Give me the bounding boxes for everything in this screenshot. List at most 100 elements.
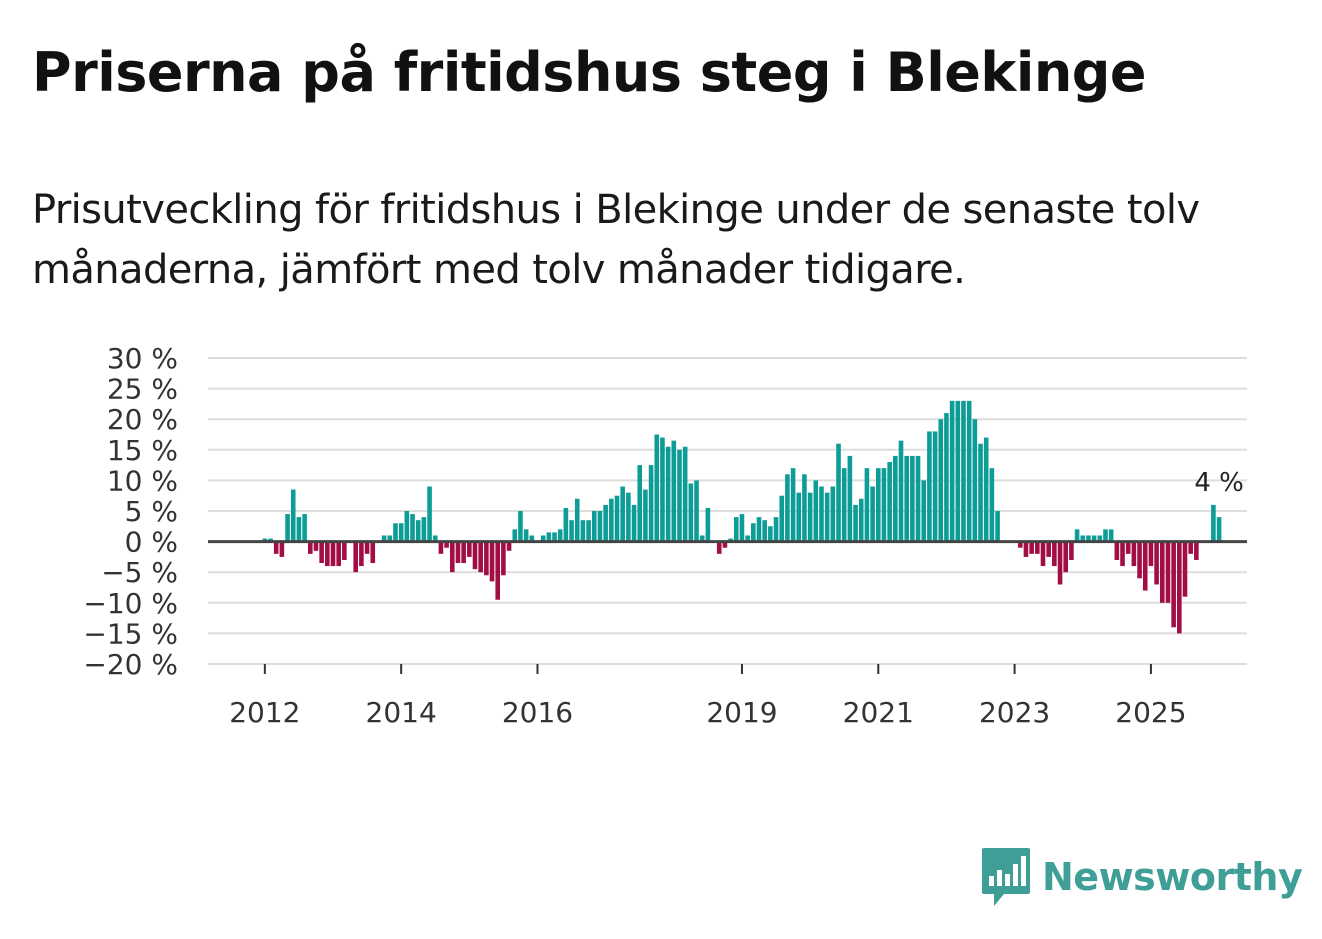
- y-tick-label: 15 %: [107, 434, 178, 467]
- bar: [410, 514, 415, 542]
- newsworthy-logo: Newsworthy: [980, 846, 1303, 908]
- bar: [336, 541, 341, 567]
- bar: [1114, 541, 1120, 560]
- bar: [944, 413, 949, 542]
- bar: [501, 541, 506, 576]
- bar: [1216, 517, 1222, 542]
- bar: [1097, 535, 1103, 542]
- bars: [262, 400, 1222, 634]
- bar: [768, 526, 773, 542]
- bar: [512, 529, 518, 542]
- bar: [671, 440, 677, 542]
- bar: [1108, 529, 1114, 542]
- bar: [540, 535, 546, 542]
- bar: [449, 541, 455, 573]
- bar: [1035, 541, 1040, 554]
- bar: [955, 400, 961, 542]
- grid-lines: [208, 357, 1247, 665]
- y-tick-label: −15 %: [83, 617, 178, 650]
- bar: [1171, 541, 1176, 628]
- bar: [1125, 541, 1131, 554]
- bar: [688, 483, 694, 542]
- bar: [1052, 541, 1057, 567]
- bar: [1074, 529, 1080, 542]
- bar: [716, 541, 722, 554]
- bar: [506, 541, 512, 551]
- bar: [983, 437, 989, 542]
- bar: [847, 455, 853, 542]
- bar: [751, 523, 756, 542]
- bar: [398, 523, 404, 542]
- bar: [620, 486, 625, 542]
- chart-title: Priserna på fritidshus steg i Blekinge: [32, 41, 1147, 104]
- bar: [972, 419, 978, 542]
- bar: [915, 455, 921, 542]
- bar: [342, 541, 347, 560]
- bar: [563, 507, 569, 542]
- bar: [756, 517, 762, 542]
- bar: [631, 504, 637, 542]
- bar: [819, 486, 824, 542]
- x-tick-label: 2014: [366, 696, 437, 729]
- y-tick-label: 0 %: [125, 526, 178, 559]
- bar: [648, 465, 654, 542]
- bar: [591, 511, 597, 542]
- bar: [478, 541, 483, 573]
- bar: [1182, 541, 1188, 597]
- bar: [330, 541, 336, 567]
- x-tick-label: 2023: [979, 696, 1050, 729]
- bar: [319, 541, 324, 564]
- bar: [546, 532, 552, 542]
- x-tick-label: 2012: [229, 696, 300, 729]
- bar: [643, 489, 648, 542]
- bar: [455, 541, 461, 564]
- bar: [626, 492, 631, 542]
- bar: [1080, 535, 1086, 542]
- bar: [1165, 541, 1171, 603]
- bar: [461, 541, 466, 564]
- bar: [279, 541, 285, 557]
- bar: [1046, 541, 1051, 557]
- bar: [813, 480, 819, 542]
- annotations: 4 %: [1194, 468, 1244, 498]
- bar: [637, 465, 643, 542]
- bar: [1069, 541, 1074, 560]
- bar: [927, 431, 932, 542]
- bar: [785, 474, 790, 542]
- bar: [495, 541, 501, 600]
- x-tick-label: 2016: [502, 696, 573, 729]
- bar: [790, 468, 796, 542]
- bar: [438, 541, 444, 554]
- bar: [830, 486, 836, 542]
- x-tick-label: 2025: [1115, 696, 1186, 729]
- bar: [762, 520, 767, 542]
- bar: [1086, 535, 1091, 542]
- bar: [1188, 541, 1193, 554]
- bar: [313, 541, 319, 551]
- bar: [807, 492, 813, 542]
- bar: [841, 468, 847, 542]
- bar: [1211, 504, 1216, 542]
- bar: [733, 517, 739, 542]
- bar: [699, 535, 705, 542]
- bar: [307, 541, 313, 554]
- bar: [290, 489, 296, 542]
- bar: [432, 535, 438, 542]
- bar: [427, 486, 432, 542]
- chart-subtitle: Prisutveckling för fritidshus i Blekinge…: [32, 187, 1200, 293]
- bar: [552, 532, 557, 542]
- bar: [1029, 541, 1034, 554]
- y-tick-label: −20 %: [83, 648, 178, 681]
- y-tick-label: −5 %: [101, 556, 178, 589]
- bar: [966, 400, 972, 542]
- bar: [472, 541, 478, 570]
- bar: [660, 437, 665, 542]
- latest-value-label: 4 %: [1194, 468, 1244, 498]
- bar: [654, 434, 660, 542]
- y-tick-label: 20 %: [107, 403, 178, 436]
- bar: [609, 498, 614, 542]
- bar: [864, 468, 870, 542]
- bar: [870, 486, 875, 542]
- bar: [597, 511, 603, 542]
- bar: [858, 498, 864, 542]
